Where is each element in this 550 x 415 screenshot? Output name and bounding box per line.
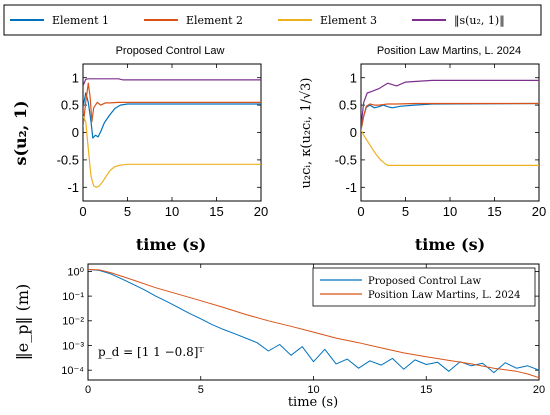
inner-legend: Proposed Control Law Position Law Martins… <box>312 267 536 307</box>
x-tick-label: 15 <box>420 384 432 396</box>
legend-label: Element 2 <box>186 14 243 27</box>
series-group <box>88 269 539 379</box>
y-tick-label: -0.5 <box>57 152 79 167</box>
y-tick-label: 0 <box>350 125 357 140</box>
panel-position-error: time (s) ‖e_p‖ (m) p_d = [1 1 −0.8]ᵀ Pro… <box>13 263 545 410</box>
y-tick-label: 10⁻⁴ <box>61 365 84 377</box>
axes-frame <box>82 63 262 202</box>
axes-frame <box>360 63 540 202</box>
y-tick-label: 10⁻³ <box>62 340 84 352</box>
y-tick-label: 1 <box>72 70 79 85</box>
y-tick-label: 10⁰ <box>67 266 84 278</box>
x-tick-label: 20 <box>533 384 545 396</box>
series-group <box>361 79 539 166</box>
series-line-1 <box>83 92 261 139</box>
series-line-2 <box>83 82 261 128</box>
y-tick-label: -0.5 <box>335 152 357 167</box>
panel-position-law-martins: Position Law Martins, L. 2024 time (s) u… <box>299 45 546 254</box>
x-axis-label: time (s) <box>415 235 485 254</box>
y-tick-label: 10⁻¹ <box>62 291 84 303</box>
y-tick-label: 0.5 <box>339 98 357 113</box>
y-axis-label: s(u₂, 1) <box>11 100 30 165</box>
y-tick-label: 1 <box>350 70 357 85</box>
y-tick-label: 10⁻² <box>62 316 84 328</box>
series-line-3 <box>361 129 539 166</box>
y-axis-label: u₂cᵢ, κ(u₂cᵢ, 1/√3) <box>299 78 314 189</box>
legend-label: Position Law Martins, L. 2024 <box>368 290 520 301</box>
series-line-4 <box>361 79 539 128</box>
panel-title: Position Law Martins, L. 2024 <box>377 45 521 57</box>
x-tick-label: 10 <box>443 204 457 219</box>
legend-label: Proposed Control Law <box>368 276 481 287</box>
x-tick-label: 10 <box>165 204 179 219</box>
x-tick-label: 0 <box>357 204 364 219</box>
top-legend: Element 1 Element 2 Element 3 ‖s(u₂, 1)‖ <box>3 4 542 36</box>
x-axis-label: time (s) <box>136 235 206 254</box>
x-tick-label: 20 <box>532 204 546 219</box>
legend-label: Element 1 <box>52 14 109 27</box>
series-line-3 <box>83 115 261 188</box>
x-tick-label: 10 <box>307 384 319 396</box>
panel-title: Proposed Control Law <box>116 45 225 57</box>
legend-label: ‖s(u₂, 1)‖ <box>454 14 505 28</box>
x-tick-label: 0 <box>79 204 86 219</box>
y-tick-label: 0.5 <box>61 98 79 113</box>
legend-label: Element 3 <box>320 14 377 27</box>
panel-proposed-control-law: Proposed Control Law time (s) s(u₂, 1) 0… <box>11 45 268 254</box>
x-tick-label: 5 <box>124 204 131 219</box>
x-tick-label: 20 <box>254 204 268 219</box>
series-group <box>83 78 261 188</box>
series-line-2 <box>88 269 539 379</box>
y-tick-label: -1 <box>345 180 357 195</box>
x-tick-label: 15 <box>487 204 501 219</box>
series-line-2 <box>361 102 539 130</box>
y-tick-label: 0 <box>72 125 79 140</box>
x-tick-label: 0 <box>85 384 91 396</box>
x-tick-label: 5 <box>402 204 409 219</box>
x-axis-label: time (s) <box>288 395 338 410</box>
y-axis-label: ‖e_p‖ (m) <box>13 284 32 360</box>
setpoint-annotation: p_d = [1 1 −0.8]ᵀ <box>98 345 204 359</box>
series-line-4 <box>83 78 261 87</box>
x-tick-label: 15 <box>209 204 223 219</box>
x-tick-label: 5 <box>198 384 204 396</box>
series-line-1 <box>361 102 539 130</box>
y-tick-label: -1 <box>67 180 79 195</box>
